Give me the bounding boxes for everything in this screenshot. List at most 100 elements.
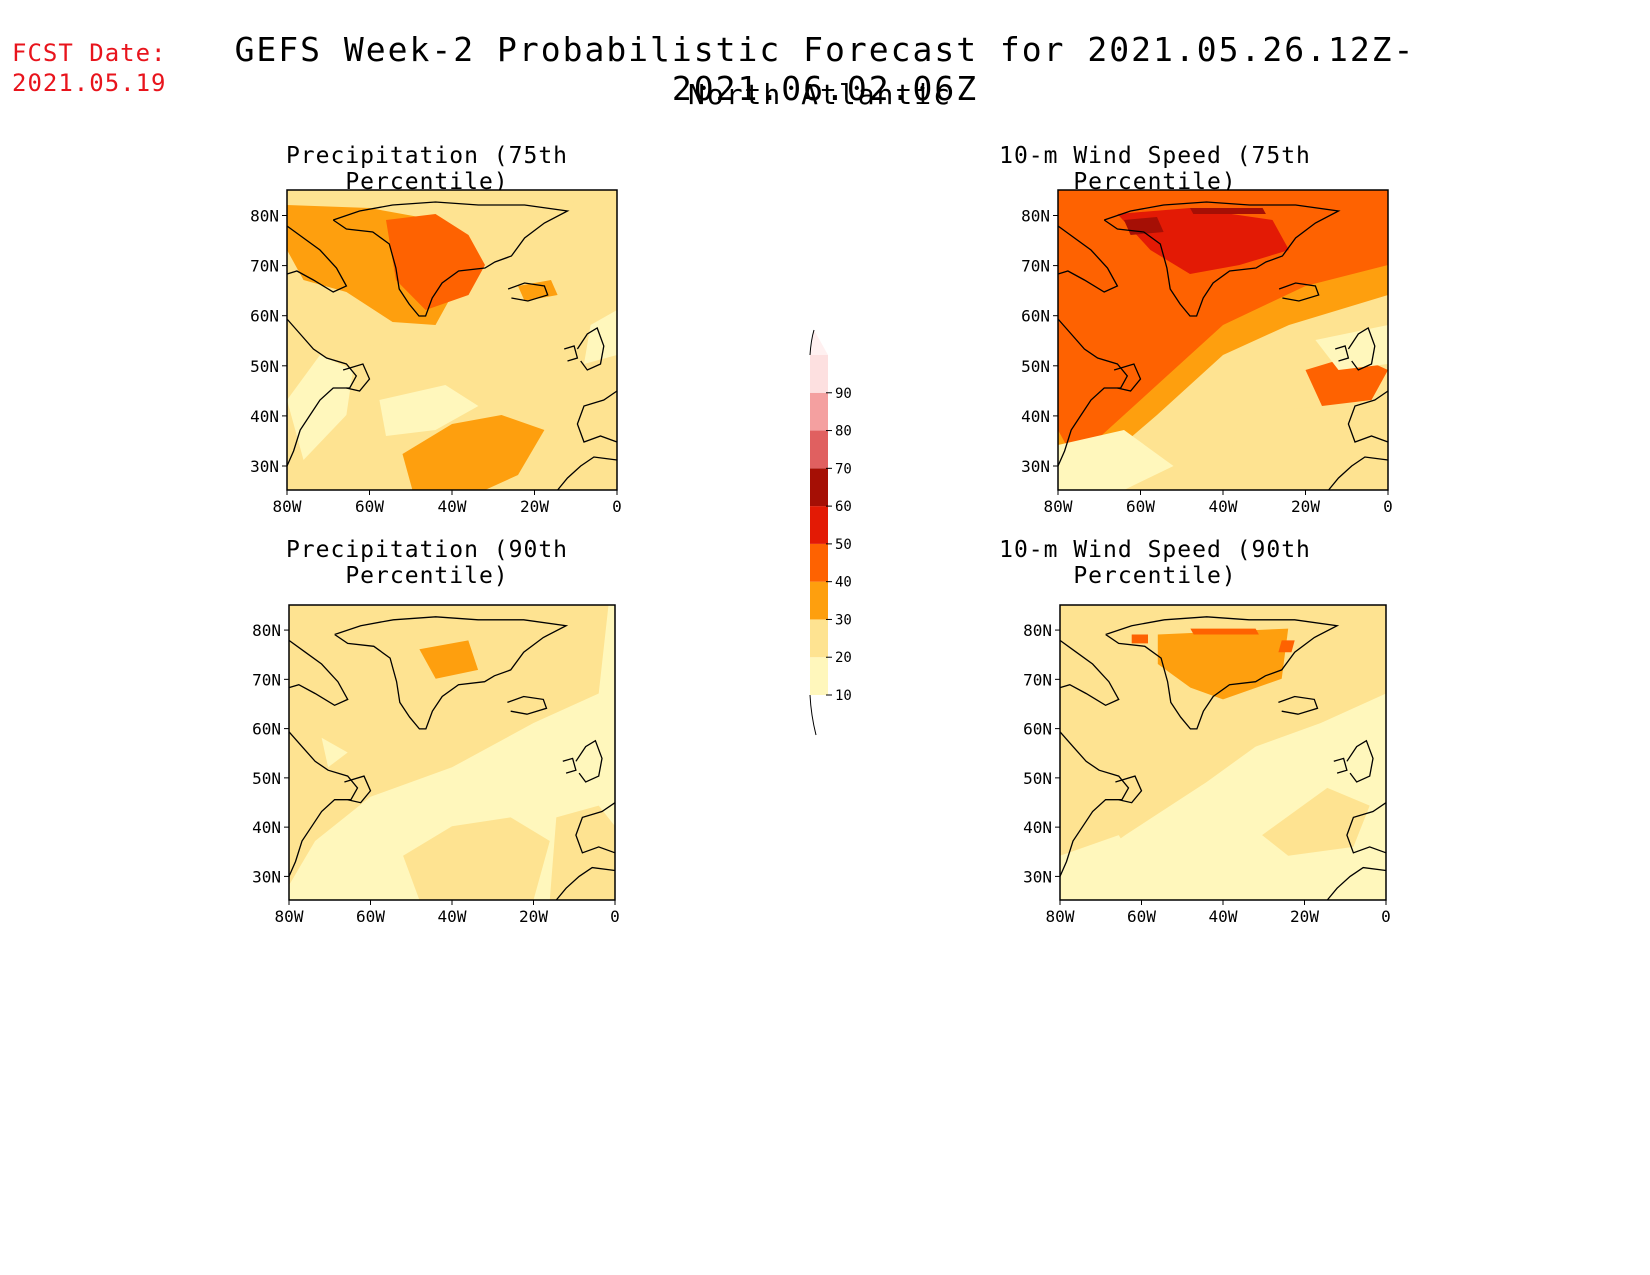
lon-label-60W: 60W (1126, 497, 1155, 516)
lon-label-0: 0 (1381, 907, 1391, 926)
lat-label-50N: 50N (250, 357, 279, 376)
lon-label-20W: 20W (520, 497, 549, 516)
coastline-8 (1326, 866, 1387, 901)
map-panel-precip90: 80N 70N 60N 50N 40N 30N 80W 60W 40W 20W 0 (252, 604, 620, 926)
lat-label-60N: 60N (1021, 307, 1050, 326)
contour-region-5 (1190, 208, 1266, 214)
panel-title-precip75: Precipitation (75th Percentile) (285, 143, 569, 195)
lon-label-60W: 60W (1127, 907, 1156, 926)
coastline-0 (334, 616, 569, 730)
contour-region-5 (402, 415, 545, 490)
colorbar-legend: 10 20 30 40 50 60 70 80 90 (809, 329, 852, 736)
coastline-2 (1057, 318, 1129, 467)
colorbar-label-20: 20 (835, 650, 852, 666)
coastline-1 (286, 225, 348, 293)
lon-label-0: 0 (610, 907, 620, 926)
coastline-3 (342, 363, 371, 392)
coastline-2 (286, 318, 358, 467)
lat-label-30N: 30N (1023, 867, 1052, 886)
colorbar-label-70: 70 (835, 461, 852, 477)
contour-region-3 (419, 640, 479, 679)
fcst-date-text: 2021.05.19 (12, 69, 167, 97)
lat-label-70N: 70N (1021, 257, 1050, 276)
panel-title-wind75: 10-m Wind Speed (75th Percentile) (999, 143, 1311, 195)
lon-label-80W: 80W (275, 907, 304, 926)
lon-label-80W: 80W (1044, 497, 1073, 516)
contour-region-7 (1223, 406, 1388, 490)
colorbar-label-10: 10 (835, 688, 852, 704)
lat-label-50N: 50N (252, 769, 281, 788)
lat-label-40N: 40N (252, 818, 281, 837)
contour-region-9 (1315, 325, 1388, 370)
coastline-7 (1346, 802, 1387, 854)
colorbar-segment-0 (810, 657, 828, 695)
colorbar-segment-4 (810, 506, 828, 544)
lat-label-60N: 60N (252, 720, 281, 739)
lon-label-60W: 60W (356, 907, 385, 926)
lat-label-70N: 70N (250, 257, 279, 276)
colorbar-segment-5 (810, 468, 828, 507)
lon-label-20W: 20W (1291, 497, 1320, 516)
coastline-6 (562, 757, 577, 774)
contour-region-4 (321, 737, 348, 768)
lon-label-40W: 40W (1209, 907, 1238, 926)
coastline-8 (557, 456, 618, 491)
contour-region-8 (1058, 430, 1174, 490)
lat-label-40N: 40N (1021, 407, 1050, 426)
panel-title-wind90: 10-m Wind Speed (90th Percentile) (999, 537, 1311, 589)
colorbar-segment-1 (810, 619, 828, 658)
colorbar-label-40: 40 (835, 575, 852, 591)
colorbar-arrow-top-edge (809, 329, 815, 356)
coastline-3 (1115, 775, 1143, 804)
fcst-label-text: FCST Date: (12, 39, 167, 67)
coastline-2 (1059, 731, 1130, 877)
map-panel-precip75: 80N 70N 60N 50N 40N 30N 80W 60W 40W 20W 0 (250, 189, 622, 516)
coastline-8 (1328, 456, 1389, 491)
coastline-6 (1333, 757, 1348, 774)
lat-label-30N: 30N (252, 867, 281, 886)
colorbar-arrow-top (810, 330, 828, 355)
colorbar-label-50: 50 (835, 537, 852, 553)
coastline-0 (1105, 616, 1340, 730)
coastline-1 (288, 639, 349, 707)
lon-label-20W: 20W (519, 907, 548, 926)
lat-label-80N: 80N (250, 207, 279, 226)
contour-region-4 (518, 280, 558, 301)
contour-region-5 (1278, 640, 1295, 653)
lat-label-80N: 80N (252, 621, 281, 640)
coastline-5 (575, 739, 603, 783)
lat-label-80N: 80N (1021, 207, 1050, 226)
lat-label-80N: 80N (1023, 621, 1052, 640)
contour-region-6 (1262, 787, 1370, 856)
coastline-6 (1335, 345, 1350, 362)
coastline-6 (564, 345, 579, 362)
coastline-5 (1347, 327, 1376, 371)
page-title: GEFS Week-2 Probabilistic Forecast for 2… (234, 30, 1416, 108)
lat-label-60N: 60N (250, 307, 279, 326)
colorbar-segment-3 (810, 543, 828, 582)
contour-region-1 (289, 605, 609, 886)
colorbar-segment-6 (810, 430, 828, 469)
coastline-1 (1059, 639, 1120, 707)
contour-region-2 (403, 817, 550, 900)
contour-region-3 (1117, 208, 1289, 274)
lat-label-40N: 40N (250, 407, 279, 426)
colorbar-segment-8 (810, 355, 828, 393)
contour-region-7 (379, 385, 479, 436)
colorbar-segment-2 (810, 581, 828, 620)
lon-label-20W: 20W (1290, 907, 1319, 926)
map-panel-wind90: 80N 70N 60N 50N 40N 30N 80W 60W 40W 20W 0 (1023, 604, 1391, 926)
coastline-5 (576, 327, 605, 371)
panel-title-precip90: Precipitation (90th Percentile) (285, 537, 569, 589)
contour-region-4 (1131, 634, 1148, 644)
lon-label-60W: 60W (355, 497, 384, 516)
coastline-3 (1113, 363, 1142, 392)
lat-label-50N: 50N (1021, 357, 1050, 376)
colorbar-segment-7 (810, 392, 828, 431)
coastline-4 (1278, 282, 1320, 302)
region-subtitle: North Atlantic (687, 78, 952, 111)
lat-label-70N: 70N (252, 670, 281, 689)
lon-label-80W: 80W (273, 497, 302, 516)
coastline-5 (1346, 739, 1374, 783)
lon-label-40W: 40W (438, 497, 467, 516)
